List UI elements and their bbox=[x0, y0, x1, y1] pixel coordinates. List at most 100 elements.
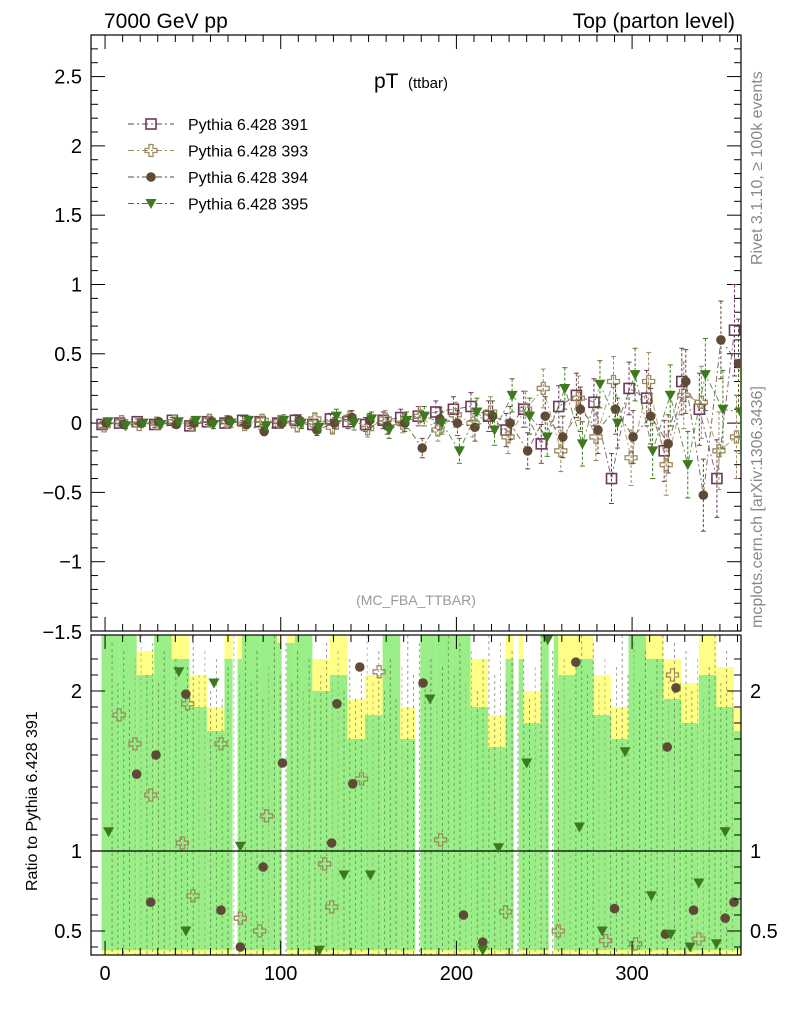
data-point bbox=[593, 425, 603, 435]
data-point bbox=[260, 421, 272, 432]
ratio-point bbox=[372, 665, 386, 679]
data-point bbox=[680, 376, 691, 387]
ratio-point bbox=[692, 932, 706, 946]
ratio-point bbox=[571, 657, 581, 667]
legend-marker bbox=[145, 199, 157, 209]
data-point bbox=[535, 438, 548, 450]
ratio-point bbox=[175, 836, 190, 850]
ratio-point bbox=[596, 926, 608, 937]
inner-band bbox=[435, 635, 453, 951]
y-tick-label: 0.5 bbox=[54, 344, 82, 366]
data-point bbox=[712, 444, 726, 458]
ratio-point bbox=[103, 827, 115, 838]
ratio-point bbox=[433, 833, 448, 847]
data-point bbox=[471, 407, 483, 418]
uncertainty-bands bbox=[101, 635, 741, 955]
data-point bbox=[417, 443, 428, 453]
ratio-plot-area bbox=[91, 635, 741, 955]
ratio-point bbox=[458, 910, 469, 920]
inner-band bbox=[382, 635, 401, 951]
ratio-point bbox=[180, 926, 192, 937]
ratio-point bbox=[277, 758, 288, 768]
ratio-point bbox=[688, 905, 699, 915]
data-point bbox=[541, 432, 553, 443]
ratio-point bbox=[313, 945, 325, 955]
ratio-point bbox=[216, 905, 226, 915]
data-point bbox=[694, 395, 709, 409]
ratio-point bbox=[260, 809, 274, 823]
ratio-point bbox=[628, 937, 643, 951]
data-point bbox=[172, 417, 184, 428]
ratio-panel: 0.5 0.5 1 1 2 2 0 100 200 300 Ratio to Pythia 6.… bbox=[24, 634, 778, 985]
ratio-point bbox=[599, 933, 613, 948]
ratio-point bbox=[665, 668, 680, 682]
ratio-point bbox=[258, 862, 268, 872]
ratio-point bbox=[477, 937, 488, 947]
ratio-point bbox=[151, 750, 161, 760]
main-plot-area bbox=[96, 283, 741, 532]
data-point bbox=[733, 358, 741, 369]
ratio-point bbox=[684, 942, 696, 953]
ratio-point bbox=[181, 689, 191, 699]
data-point bbox=[647, 446, 659, 457]
ratio-y-label: Ratio to Pythia 6.428 391 bbox=[24, 711, 41, 891]
data-point bbox=[640, 392, 653, 404]
ratio-point bbox=[325, 900, 339, 914]
inner-band bbox=[593, 715, 611, 951]
band-gap bbox=[281, 635, 287, 955]
y-tick-label: 2 bbox=[71, 136, 82, 158]
ratio-series bbox=[112, 665, 706, 951]
inner-band bbox=[452, 635, 471, 951]
data-point bbox=[360, 421, 375, 436]
data-point bbox=[594, 379, 606, 390]
inner-band bbox=[347, 739, 366, 951]
inner-band bbox=[681, 723, 699, 951]
inner-band bbox=[628, 635, 647, 951]
ratio-point bbox=[112, 708, 126, 722]
y-tick-label: −0.5 bbox=[43, 482, 82, 504]
data-point bbox=[711, 472, 723, 485]
side-label-rivet: Rivet 3.1.10, ≥ 100k events bbox=[749, 71, 766, 265]
data-point bbox=[155, 419, 167, 430]
inner-band bbox=[101, 635, 120, 951]
data-point bbox=[505, 418, 515, 428]
main-frame bbox=[90, 34, 742, 632]
inner-band bbox=[470, 707, 489, 951]
ratio-point bbox=[234, 841, 246, 852]
data-point bbox=[447, 403, 460, 416]
data-point bbox=[641, 374, 656, 389]
ratio-series bbox=[103, 635, 731, 955]
band-gap bbox=[232, 635, 238, 955]
data-point bbox=[225, 418, 237, 429]
data-point bbox=[575, 404, 586, 415]
data-point bbox=[470, 422, 480, 433]
ratio-point bbox=[364, 870, 376, 881]
ratio-point bbox=[338, 870, 350, 881]
data-point bbox=[452, 418, 463, 428]
ratio-y-tick-label: 0.5 bbox=[54, 921, 82, 943]
data-point bbox=[698, 490, 709, 500]
inner-band bbox=[136, 675, 155, 951]
plot-title: pT bbox=[374, 70, 399, 93]
legend-label: Pythia 6.428 393 bbox=[188, 144, 308, 161]
ratio-point bbox=[424, 694, 436, 705]
inner-band bbox=[329, 675, 348, 951]
inner-band bbox=[523, 723, 541, 951]
ratio-point bbox=[498, 905, 513, 919]
ratio-y-axis: 0.5 0.5 1 1 2 2 bbox=[54, 658, 778, 948]
data-point bbox=[628, 432, 638, 442]
ratio-point bbox=[235, 942, 246, 952]
data-point bbox=[699, 370, 711, 381]
data-point bbox=[278, 415, 290, 426]
ratio-point bbox=[214, 737, 228, 751]
series-3 bbox=[102, 338, 741, 499]
ratio-point bbox=[619, 747, 631, 758]
ratio-point bbox=[354, 662, 365, 672]
data-point bbox=[664, 390, 676, 401]
ratio-frame bbox=[90, 634, 742, 956]
data-point bbox=[645, 411, 656, 421]
data-point bbox=[716, 335, 726, 345]
ratio-point bbox=[477, 945, 489, 955]
inner-band bbox=[611, 739, 629, 951]
ratio-point bbox=[145, 897, 156, 907]
